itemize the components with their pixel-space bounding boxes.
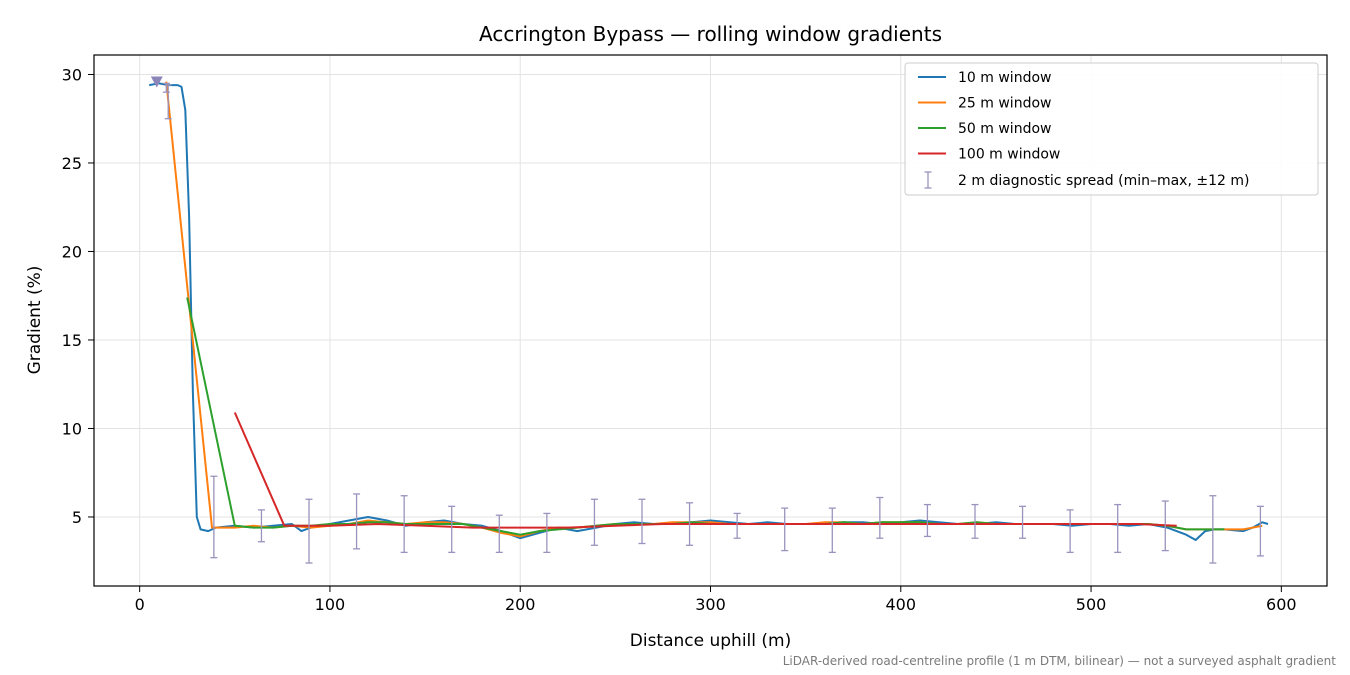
y-tick-label: 30 [62, 65, 82, 84]
chart-title: Accrington Bypass — rolling window gradi… [479, 22, 942, 46]
y-axis-label: Gradient (%) [25, 266, 45, 375]
grid-layer [94, 55, 1327, 586]
legend-label-3: 50 m window [958, 121, 1051, 137]
errorbar [164, 84, 172, 120]
errorbar [305, 498, 313, 564]
legend-label-2: 25 m window [958, 96, 1051, 112]
errorbar [923, 503, 931, 538]
errorbar [733, 512, 741, 539]
errorbar [210, 475, 218, 559]
errorbar [781, 507, 789, 552]
x-tick-label: 600 [1266, 595, 1297, 614]
errorbar [448, 505, 456, 554]
series-line-4 [233, 412, 1177, 529]
tick-layer: 0 100 200 300 400 500 600 5 10 15 20 25 30 [62, 65, 1297, 614]
x-tick-label: 300 [695, 595, 726, 614]
y-tick-label: 5 [72, 508, 82, 527]
series-layer [149, 81, 1269, 541]
legend-box [904, 62, 1319, 196]
errorbar [400, 495, 408, 554]
errorbar [1256, 505, 1264, 557]
y-tick-label: 20 [62, 242, 82, 261]
errorbar [257, 509, 265, 543]
x-tick-label: 400 [886, 595, 917, 614]
errorbar [971, 503, 979, 539]
y-tick-label: 25 [62, 154, 82, 173]
errorbar [876, 496, 884, 539]
errorbar [828, 507, 836, 554]
y-tick-label: 10 [62, 419, 82, 438]
errorbar [1066, 509, 1074, 554]
x-axis-label: Distance uphill (m) [630, 631, 791, 651]
legend: 10 m window 25 m window 50 m window 100 m w… [904, 62, 1319, 196]
x-tick-label: 500 [1076, 595, 1107, 614]
legend-label-errorbar: 2 m diagnostic spread (min–max, ±12 m) [958, 173, 1249, 189]
errorbar [638, 498, 646, 545]
errorbar [543, 512, 551, 554]
legend-label-1: 10 m window [958, 70, 1051, 86]
errorbar [1019, 505, 1027, 539]
errorbar [1209, 495, 1217, 564]
errorbar [686, 502, 694, 546]
x-tick-label: 200 [505, 595, 536, 614]
errorbar [1114, 503, 1122, 554]
y-tick-label: 15 [62, 331, 82, 350]
x-tick-label: 0 [135, 595, 145, 614]
errorbar [1161, 500, 1169, 552]
legend-label-4: 100 m window [958, 147, 1060, 163]
triangle-marker [150, 76, 163, 88]
footnote: LiDAR-derived road-centreline profile (1… [783, 654, 1337, 668]
errorbar-layer [162, 82, 1264, 564]
errorbar [353, 493, 361, 550]
errorbar [495, 514, 503, 554]
marker-layer [150, 76, 163, 88]
x-tick-label: 100 [315, 595, 346, 614]
errorbar [590, 498, 598, 546]
